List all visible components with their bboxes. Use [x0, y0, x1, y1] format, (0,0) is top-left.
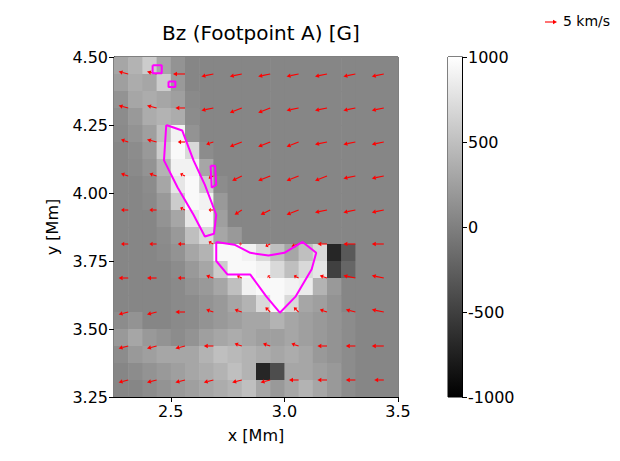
svg-text:3.25: 3.25 — [72, 388, 108, 407]
svg-text:2.5: 2.5 — [158, 402, 183, 421]
svg-text:4.50: 4.50 — [72, 48, 108, 67]
svg-text:-500: -500 — [468, 303, 504, 322]
svg-text:y [Mm]: y [Mm] — [43, 199, 62, 255]
svg-text:x [Mm]: x [Mm] — [228, 426, 284, 445]
svg-text:0: 0 — [468, 218, 478, 237]
svg-text:4.00: 4.00 — [72, 184, 108, 203]
svg-text:1000: 1000 — [468, 48, 509, 67]
svg-text:-1000: -1000 — [468, 388, 515, 407]
svg-text:3.0: 3.0 — [272, 402, 297, 421]
svg-text:3.50: 3.50 — [72, 320, 108, 339]
svg-text:4.25: 4.25 — [72, 116, 108, 135]
svg-text:3.5: 3.5 — [385, 402, 410, 421]
svg-text:Bz (Footpoint A) [G]: Bz (Footpoint A) [G] — [162, 21, 360, 45]
svg-text:3.75: 3.75 — [72, 252, 108, 271]
svg-text:500: 500 — [468, 133, 499, 152]
svg-text:5 km/s: 5 km/s — [563, 13, 610, 29]
